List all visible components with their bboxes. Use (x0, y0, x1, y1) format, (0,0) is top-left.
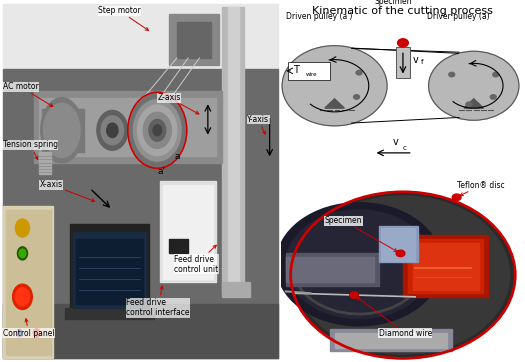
Circle shape (15, 219, 29, 237)
Text: Specimen: Specimen (374, 0, 412, 6)
Text: Control panel: Control panel (3, 319, 55, 337)
Bar (381, 228, 415, 261)
Circle shape (286, 210, 432, 319)
Circle shape (133, 100, 181, 161)
Bar (39, 98, 216, 156)
Circle shape (349, 257, 369, 272)
Bar (163, 185, 214, 279)
Bar (222, 7, 244, 290)
Ellipse shape (44, 103, 80, 157)
Ellipse shape (41, 98, 83, 163)
Circle shape (149, 119, 166, 141)
Bar (3, 206, 54, 358)
Bar (160, 181, 216, 282)
Polygon shape (325, 99, 344, 108)
Circle shape (15, 288, 29, 306)
Text: AC motor: AC motor (3, 83, 53, 106)
Bar (396, 47, 410, 78)
Circle shape (490, 95, 496, 99)
Text: c: c (402, 145, 406, 151)
Circle shape (396, 250, 405, 257)
Bar (3, 69, 278, 358)
Bar (169, 14, 219, 65)
Circle shape (282, 46, 387, 126)
Circle shape (428, 51, 519, 120)
Circle shape (466, 102, 472, 107)
Circle shape (143, 112, 171, 148)
Text: wire: wire (306, 72, 317, 76)
Bar (34, 90, 222, 163)
Text: Specimen: Specimen (325, 216, 397, 252)
Circle shape (17, 247, 27, 260)
Text: Z-axis: Z-axis (158, 93, 199, 114)
Bar (334, 333, 447, 348)
Circle shape (101, 116, 123, 145)
Polygon shape (464, 99, 484, 108)
Bar (227, 7, 239, 290)
Bar (76, 239, 143, 304)
Bar (379, 226, 417, 262)
Circle shape (291, 192, 515, 358)
Bar (177, 22, 211, 58)
Circle shape (312, 71, 318, 75)
Circle shape (17, 329, 23, 337)
Text: f: f (421, 59, 424, 66)
Bar (70, 224, 149, 311)
Circle shape (19, 249, 26, 258)
Circle shape (452, 194, 461, 201)
Circle shape (493, 72, 499, 77)
Text: Y-axis: Y-axis (247, 115, 269, 134)
Circle shape (350, 292, 359, 298)
Bar (169, 239, 188, 253)
Text: v: v (413, 55, 418, 65)
Circle shape (449, 72, 455, 77)
Text: X-axis: X-axis (39, 180, 94, 202)
Bar (403, 235, 488, 297)
Circle shape (97, 110, 128, 150)
Circle shape (129, 94, 185, 167)
Circle shape (13, 284, 33, 310)
Bar (286, 253, 379, 286)
Text: Kinematic of the cutting process: Kinematic of the cutting process (312, 5, 494, 16)
Text: Step motor: Step motor (98, 7, 149, 30)
Bar (73, 232, 146, 308)
Text: Teflon® disc: Teflon® disc (457, 181, 505, 195)
Text: T: T (293, 65, 299, 75)
Circle shape (276, 203, 442, 326)
Bar (65, 308, 154, 319)
Bar (222, 282, 250, 297)
Circle shape (138, 105, 177, 156)
Bar (42, 109, 84, 152)
Circle shape (153, 125, 162, 136)
Bar (413, 243, 479, 290)
Text: Feed drive
control interface: Feed drive control interface (127, 286, 190, 317)
Text: Driver pulley (a): Driver pulley (a) (427, 12, 490, 21)
Text: v: v (393, 138, 398, 147)
Bar (3, 304, 278, 358)
Circle shape (356, 71, 362, 75)
Bar (3, 4, 278, 72)
Text: Driven pulley (a'): Driven pulley (a') (286, 12, 352, 21)
Circle shape (397, 39, 408, 47)
Bar (39, 152, 50, 174)
Text: a: a (174, 152, 180, 161)
Bar (286, 257, 374, 282)
Text: Tension spring: Tension spring (3, 140, 58, 159)
Bar (408, 239, 484, 293)
Bar (6, 210, 50, 355)
Text: Feed drive
control unit: Feed drive control unit (174, 245, 218, 274)
Text: Diamond wire: Diamond wire (357, 297, 432, 337)
Circle shape (354, 95, 360, 99)
Text: a': a' (158, 167, 165, 176)
Circle shape (296, 196, 510, 354)
Bar (288, 62, 330, 80)
Circle shape (33, 329, 40, 337)
Bar (330, 329, 452, 351)
Circle shape (107, 123, 118, 138)
